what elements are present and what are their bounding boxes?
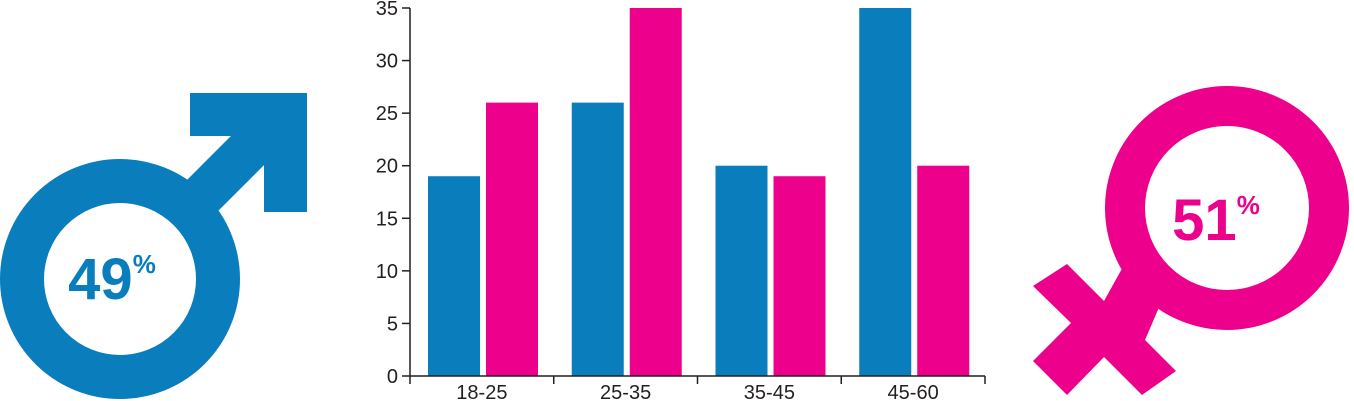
- female-percent-sign: %: [1237, 190, 1260, 220]
- female-symbol-icon: [1033, 86, 1349, 395]
- y-tick-label: 15: [376, 208, 398, 230]
- female-percent: 51%: [1172, 188, 1260, 253]
- y-tick-label: 20: [376, 156, 398, 178]
- male-percent: 49%: [68, 247, 156, 312]
- bar-chart: 0 5 10 15 20 25 30 35 18-25 25-35 35-45 45-60: [376, 0, 986, 401]
- bar-25-35-series-1: [571, 102, 624, 376]
- bar-group: [428, 8, 970, 376]
- male-percent-value: 49: [68, 247, 133, 312]
- x-tick-label: 45-60: [888, 382, 939, 401]
- bar-35-45-series-1: [715, 165, 768, 376]
- bar-45-60-series-1: [859, 8, 912, 376]
- female-percent-value: 51: [1172, 188, 1237, 253]
- y-tick-label: 0: [387, 366, 398, 388]
- y-tick-label: 25: [376, 103, 398, 125]
- y-tick-label: 30: [376, 51, 398, 73]
- male-symbol-icon: [0, 93, 307, 399]
- chart-axes: 0 5 10 15 20 25 30 35 18-25 25-35 35-45 45-60: [376, 0, 986, 401]
- bar-35-45-series-2: [773, 176, 826, 376]
- y-tick-label: 10: [376, 261, 398, 283]
- x-tick-label: 25-35: [600, 382, 651, 401]
- bar-18-25-series-1: [428, 176, 480, 376]
- male-percent-sign: %: [133, 249, 156, 279]
- bar-45-60-series-2: [917, 165, 970, 376]
- x-tick-label: 35-45: [744, 382, 795, 401]
- y-tick-label: 5: [387, 313, 398, 335]
- bar-18-25-series-2: [486, 102, 538, 376]
- x-tick-label: 18-25: [456, 382, 507, 401]
- bar-25-35-series-2: [629, 8, 682, 376]
- y-tick-label: 35: [376, 0, 398, 20]
